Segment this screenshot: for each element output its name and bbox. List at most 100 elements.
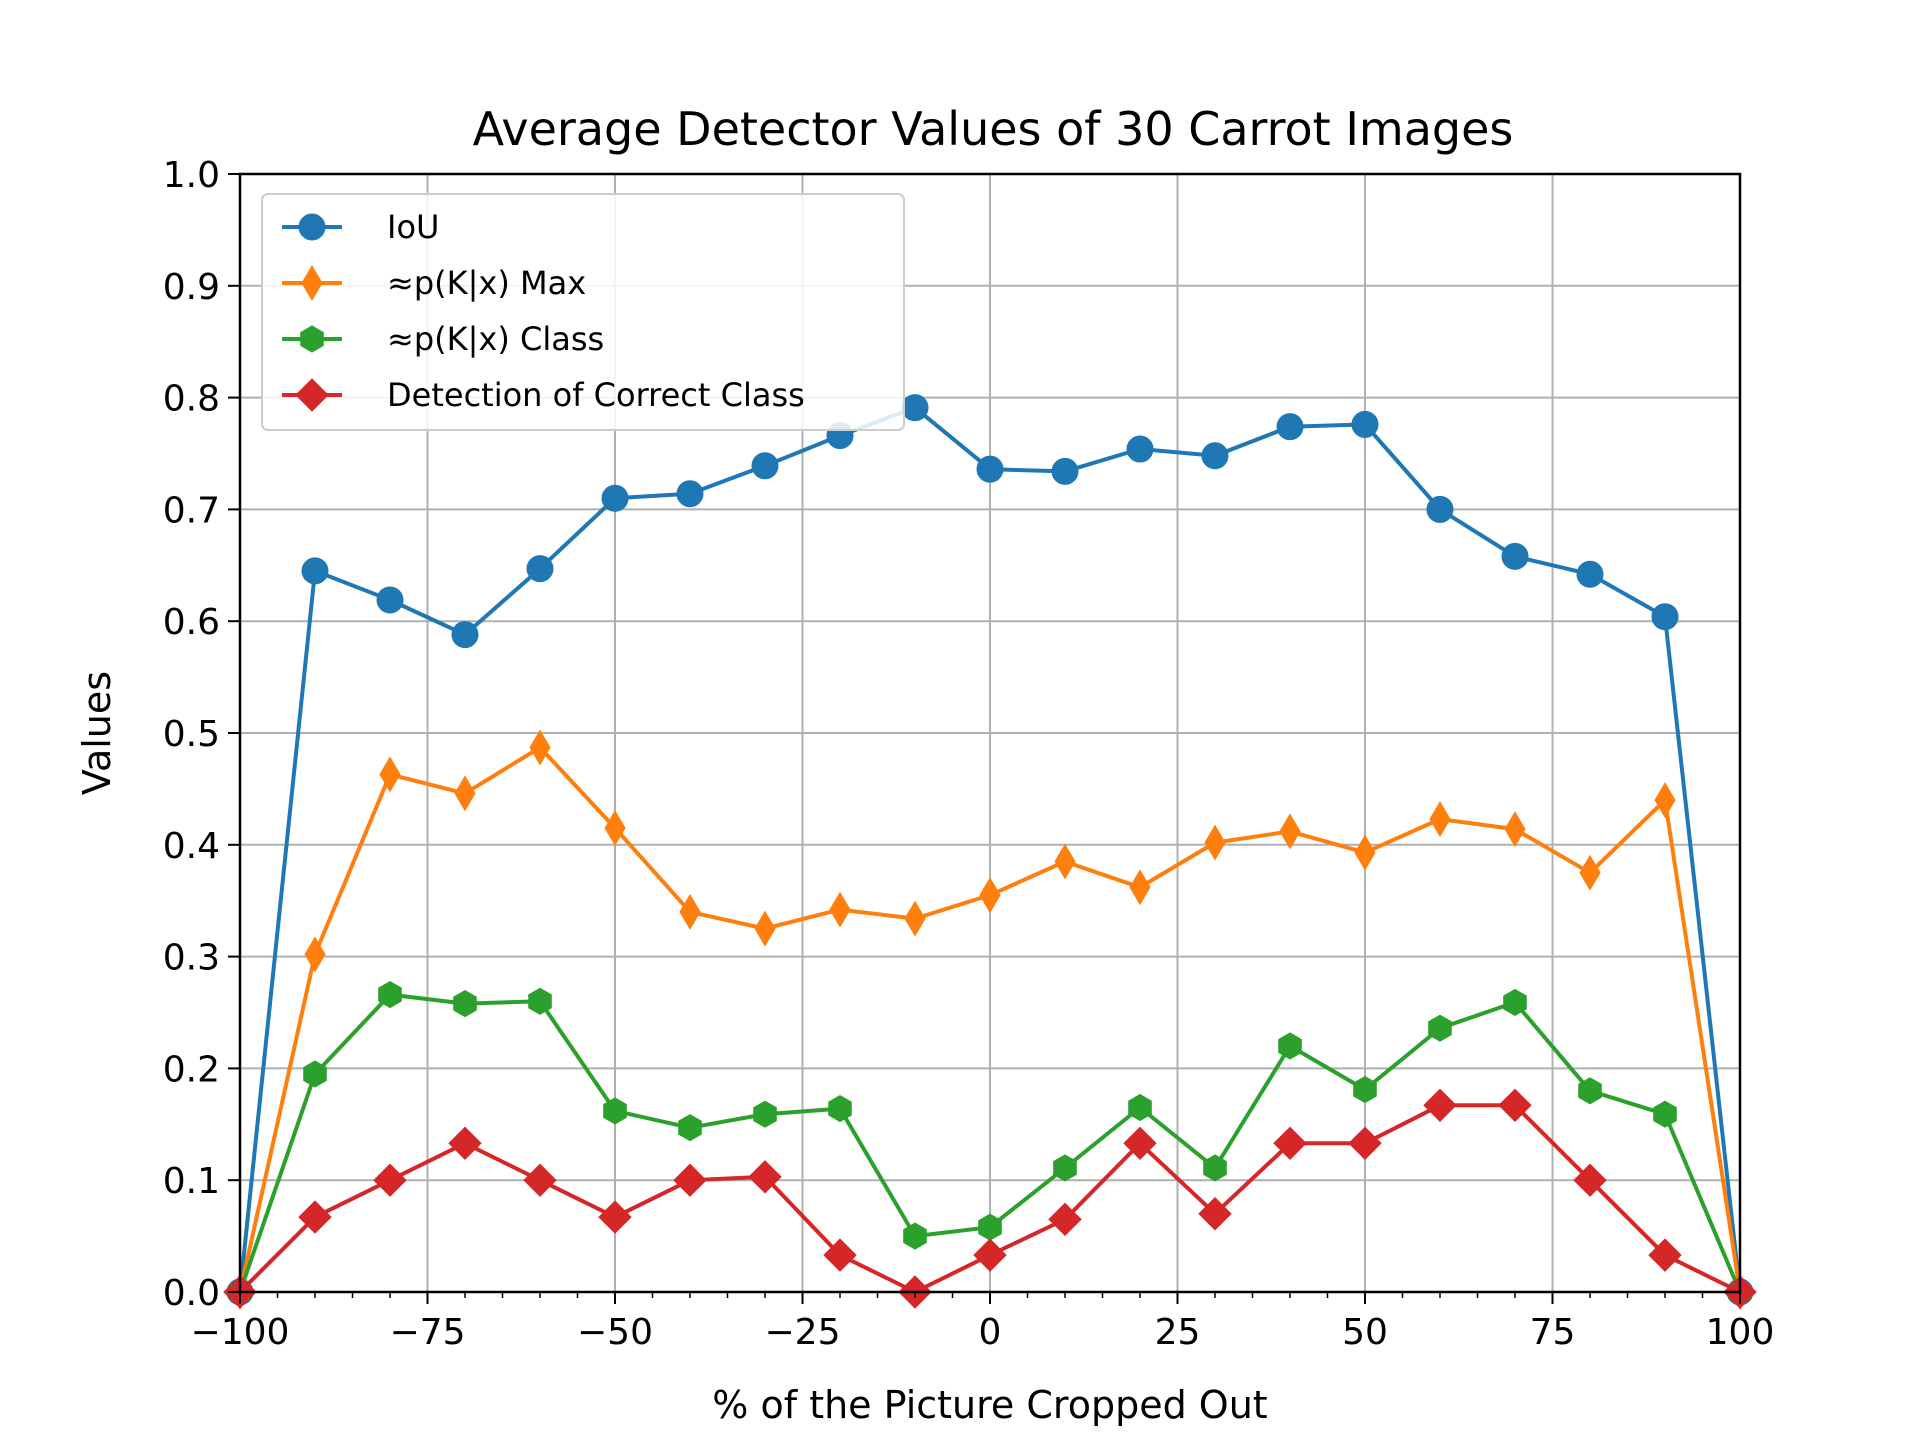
data-point bbox=[1354, 834, 1376, 871]
legend-entry: Detection of Correct Class bbox=[282, 376, 805, 414]
data-point bbox=[901, 394, 929, 422]
data-point bbox=[823, 1238, 857, 1272]
x-tick-label: −50 bbox=[577, 1312, 653, 1353]
data-point bbox=[673, 1163, 707, 1197]
x-tick-label: 25 bbox=[1155, 1312, 1201, 1353]
data-point bbox=[376, 586, 404, 614]
data-point bbox=[1279, 813, 1301, 850]
data-point bbox=[1504, 811, 1526, 848]
data-point bbox=[529, 729, 551, 766]
data-point bbox=[1498, 1088, 1532, 1123]
data-point bbox=[1054, 843, 1076, 880]
legend-label: ≈p(K|x) Max bbox=[387, 264, 586, 302]
x-tick-label: −25 bbox=[765, 1312, 841, 1353]
data-point bbox=[379, 756, 401, 793]
data-point bbox=[1048, 1202, 1082, 1237]
data-point bbox=[828, 1095, 852, 1123]
data-point bbox=[678, 1114, 702, 1142]
data-point bbox=[679, 893, 701, 930]
axis-ticks: −100 −75 −50 −25 0 25 50 75 100 0.0 0.1 0.2 0.3 0.4 0.… bbox=[163, 155, 1775, 1353]
data-point bbox=[1273, 1126, 1307, 1161]
legend-marker bbox=[295, 378, 329, 412]
data-point bbox=[601, 484, 629, 512]
series-2 bbox=[228, 981, 1752, 1306]
data-point bbox=[1348, 1126, 1382, 1161]
data-point bbox=[1501, 542, 1529, 570]
data-point bbox=[1126, 435, 1154, 463]
legend-marker bbox=[300, 325, 324, 353]
data-point bbox=[753, 1100, 777, 1128]
data-point bbox=[523, 1163, 557, 1197]
legend-label: ≈p(K|x) Class bbox=[387, 320, 604, 358]
data-point bbox=[1128, 1093, 1152, 1122]
data-point bbox=[1123, 1126, 1157, 1161]
data-point bbox=[1428, 1014, 1452, 1042]
data-point bbox=[1503, 988, 1527, 1016]
data-point bbox=[1278, 1032, 1302, 1060]
data-point bbox=[598, 1200, 632, 1234]
y-tick-label: 0.3 bbox=[163, 938, 220, 979]
data-point bbox=[1579, 854, 1601, 891]
data-point bbox=[1203, 1154, 1227, 1182]
data-point bbox=[1573, 1163, 1607, 1197]
data-point bbox=[453, 990, 477, 1018]
data-point bbox=[451, 621, 479, 649]
data-point bbox=[1353, 1076, 1377, 1104]
data-point bbox=[378, 981, 402, 1009]
legend: IoU ≈p(K|x) Max ≈p(K|x) Class Detection of … bbox=[261, 193, 905, 431]
x-tick-label: −75 bbox=[390, 1312, 466, 1353]
data-point bbox=[448, 1126, 482, 1161]
data-point bbox=[1576, 560, 1604, 588]
data-point bbox=[373, 1163, 407, 1197]
data-point bbox=[303, 1060, 327, 1088]
data-point bbox=[1429, 801, 1451, 838]
data-point bbox=[1648, 1238, 1682, 1272]
data-point bbox=[301, 557, 329, 585]
legend-label: Detection of Correct Class bbox=[387, 376, 805, 414]
data-point bbox=[1578, 1077, 1602, 1105]
legend-entry: ≈p(K|x) Class bbox=[282, 320, 604, 358]
y-axis-title: Values bbox=[75, 671, 119, 795]
data-point bbox=[1423, 1088, 1457, 1123]
x-tick-label: 50 bbox=[1342, 1312, 1388, 1353]
legend-box bbox=[261, 193, 905, 431]
data-point bbox=[526, 555, 554, 583]
legend-marker bbox=[301, 265, 323, 301]
series-3 bbox=[223, 1088, 1757, 1309]
data-point bbox=[1654, 782, 1676, 819]
data-point bbox=[903, 1222, 927, 1250]
data-point bbox=[1204, 824, 1226, 861]
y-tick-label: 0.1 bbox=[163, 1161, 220, 1202]
y-tick-label: 1.0 bbox=[163, 155, 220, 196]
chart-title: Average Detector Values of 30 Carrot Ima… bbox=[473, 102, 1514, 156]
legend-label: IoU bbox=[387, 208, 439, 246]
x-tick-label: 75 bbox=[1530, 1312, 1576, 1353]
x-axis-title: % of the Picture Cropped Out bbox=[712, 1383, 1267, 1427]
data-point bbox=[973, 1238, 1007, 1272]
data-point bbox=[604, 810, 626, 847]
y-tick-label: 0.8 bbox=[163, 379, 220, 420]
legend-entry: ≈p(K|x) Max bbox=[282, 264, 586, 302]
y-tick-label: 0.0 bbox=[163, 1273, 220, 1314]
data-point bbox=[1198, 1197, 1232, 1231]
data-point bbox=[1053, 1154, 1077, 1182]
data-point bbox=[1651, 603, 1679, 631]
x-tick-label: 0 bbox=[979, 1312, 1002, 1353]
data-point bbox=[1653, 1100, 1677, 1128]
data-point bbox=[528, 987, 552, 1015]
legend-entry: IoU bbox=[282, 208, 439, 246]
data-point bbox=[304, 936, 326, 973]
data-point bbox=[979, 877, 1001, 914]
data-point bbox=[1129, 869, 1151, 906]
x-tick-label: 100 bbox=[1706, 1312, 1775, 1353]
y-tick-label: 0.5 bbox=[163, 714, 220, 755]
y-tick-label: 0.7 bbox=[163, 490, 220, 531]
y-tick-label: 0.9 bbox=[163, 267, 220, 308]
data-point bbox=[1201, 442, 1229, 470]
data-point bbox=[751, 452, 779, 480]
data-point bbox=[976, 455, 1004, 483]
data-point bbox=[904, 900, 926, 937]
y-tick-label: 0.4 bbox=[163, 826, 220, 867]
data-point bbox=[1351, 410, 1379, 438]
